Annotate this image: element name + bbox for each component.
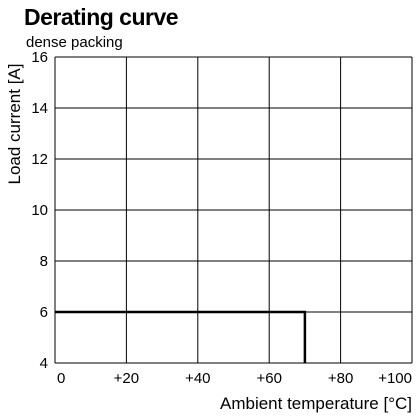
grid-lines xyxy=(54,56,413,364)
x-axis-label: Ambient temperature [°C] xyxy=(220,394,412,413)
tick-labels: 0 +20 +40 +60 +80 +100 4 6 8 10 12 14 16 xyxy=(31,49,412,387)
x-tick-label: +40 xyxy=(185,370,210,387)
series-layer xyxy=(55,310,307,363)
x-tick-label: 0 xyxy=(57,370,65,387)
y-tick-label: 14 xyxy=(31,100,48,117)
y-tick-label: 12 xyxy=(31,151,48,168)
y-axis-label: Load current [A] xyxy=(5,64,24,185)
x-tick-label: +60 xyxy=(256,370,281,387)
chart-title: Derating curve xyxy=(24,4,179,30)
y-tick-label: 6 xyxy=(40,304,48,321)
derating-line xyxy=(55,310,307,363)
y-tick-label: 8 xyxy=(40,253,48,270)
chart-subtitle: dense packing xyxy=(26,34,123,51)
y-tick-label: 16 xyxy=(31,49,48,66)
y-tick-label: 10 xyxy=(31,202,48,219)
x-tick-label: +20 xyxy=(114,370,139,387)
x-tick-label: +100 xyxy=(378,370,412,387)
y-tick-label: 4 xyxy=(40,355,48,372)
x-tick-label: +80 xyxy=(328,370,353,387)
